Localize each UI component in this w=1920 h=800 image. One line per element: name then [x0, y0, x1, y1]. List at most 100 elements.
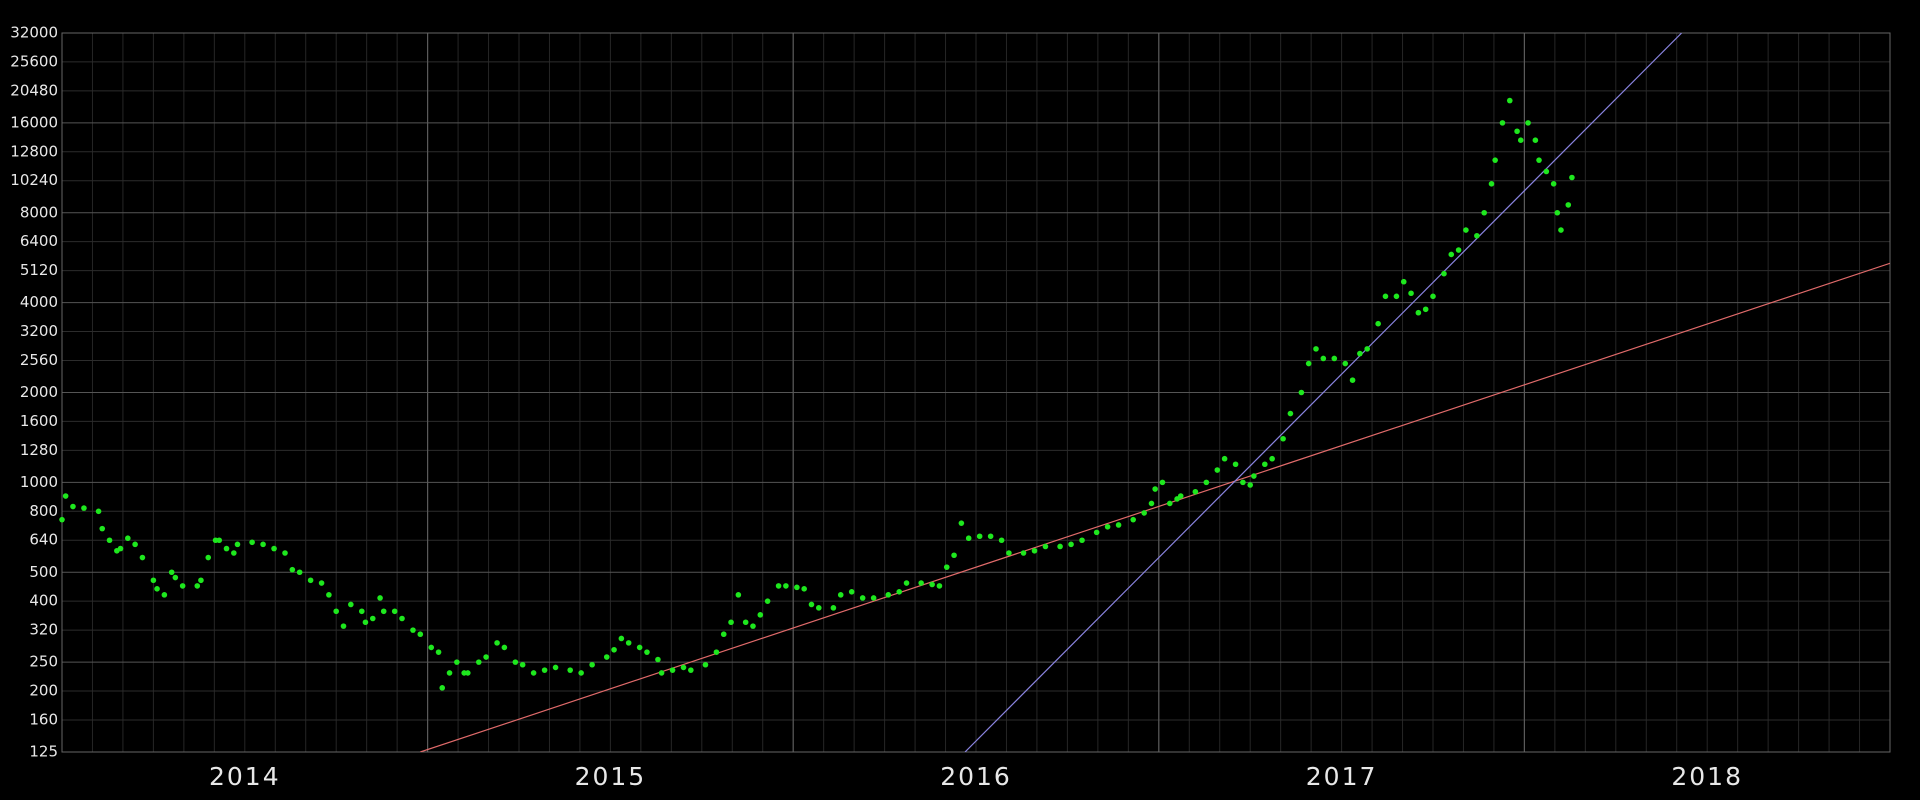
data-point [870, 595, 877, 601]
data-point [1430, 293, 1436, 300]
data-point [1408, 290, 1414, 297]
data-point [1532, 137, 1539, 143]
data-point [150, 577, 157, 584]
data-point [99, 525, 106, 532]
trend-line [964, 33, 1683, 752]
data-point [296, 569, 303, 576]
data-point [1543, 168, 1550, 175]
data-point [216, 537, 223, 544]
data-point [454, 659, 460, 665]
data-point [494, 640, 500, 646]
data-point [1375, 320, 1381, 327]
x-tick-label: 2018 [1671, 762, 1743, 791]
data-point [1079, 537, 1085, 544]
data-point [1488, 181, 1495, 187]
x-tick-label: 2014 [209, 762, 281, 791]
data-point [655, 656, 661, 663]
data-point [1214, 467, 1221, 473]
data-point [223, 545, 230, 552]
data-point [903, 580, 910, 586]
data-point [1422, 306, 1429, 313]
data-point [271, 545, 277, 552]
data-point [808, 601, 815, 608]
data-point [1565, 202, 1572, 208]
data-point [1232, 461, 1239, 468]
y-tick-label: 2000 [20, 383, 58, 401]
data-point [1057, 543, 1063, 550]
data-point [644, 649, 650, 655]
data-point [764, 598, 771, 604]
data-point [618, 635, 625, 642]
data-point [81, 505, 87, 511]
data-point [720, 631, 727, 638]
data-point [1506, 97, 1513, 104]
data-point [951, 552, 957, 559]
data-point [358, 608, 365, 615]
data-point [380, 608, 387, 615]
data-point [260, 541, 266, 548]
data-point [702, 661, 709, 668]
data-point [132, 541, 138, 548]
data-point [1492, 157, 1498, 163]
data-point [1166, 500, 1173, 507]
data-point [750, 623, 756, 629]
y-tick-label: 32000 [10, 24, 58, 42]
data-point [231, 550, 237, 556]
data-point [483, 654, 489, 660]
y-tick-label: 12800 [10, 142, 58, 160]
data-point [1068, 541, 1074, 548]
data-point [340, 623, 347, 629]
data-point [929, 581, 935, 588]
data-point [1342, 360, 1349, 367]
x-tick-label: 2017 [1306, 762, 1378, 791]
data-point [1298, 389, 1305, 396]
data-point [234, 541, 241, 548]
data-point [1221, 455, 1228, 462]
data-point [815, 605, 822, 611]
data-point [1536, 157, 1542, 163]
data-point [1006, 550, 1012, 556]
data-point [1262, 461, 1268, 468]
data-point [603, 654, 610, 660]
data-point [552, 664, 559, 671]
y-tick-label: 1280 [20, 441, 58, 459]
data-point [399, 615, 405, 622]
data-point [998, 537, 1005, 544]
data-point [1115, 522, 1122, 528]
data-point [1569, 174, 1575, 181]
data-point [1159, 479, 1166, 486]
data-point [198, 577, 204, 584]
data-point [958, 520, 965, 526]
data-point [1287, 410, 1294, 417]
data-point [369, 615, 376, 622]
data-point [161, 592, 168, 598]
data-point [205, 554, 212, 561]
data-point [512, 659, 519, 665]
data-point [625, 640, 632, 646]
data-point [1474, 232, 1480, 239]
data-point [775, 583, 782, 589]
data-point [658, 670, 665, 676]
data-point [1441, 270, 1447, 277]
data-point [1031, 547, 1038, 554]
data-point [1554, 209, 1561, 216]
y-tick-label: 3200 [20, 322, 58, 340]
y-tick-label: 250 [29, 653, 58, 671]
data-point [530, 670, 537, 676]
data-point [1141, 510, 1147, 516]
data-point [918, 580, 924, 586]
data-point [735, 592, 742, 598]
data-point [1104, 523, 1111, 530]
data-point [1525, 120, 1531, 126]
data-point [249, 539, 255, 546]
data-point [446, 670, 453, 676]
y-tick-label: 5120 [20, 261, 58, 279]
data-point [1331, 355, 1338, 362]
data-point [1042, 543, 1049, 550]
data-point [70, 503, 76, 510]
data-point [837, 592, 844, 598]
y-tick-label: 1600 [20, 412, 58, 430]
data-point [885, 592, 892, 598]
x-tick-label: 2016 [940, 762, 1012, 791]
